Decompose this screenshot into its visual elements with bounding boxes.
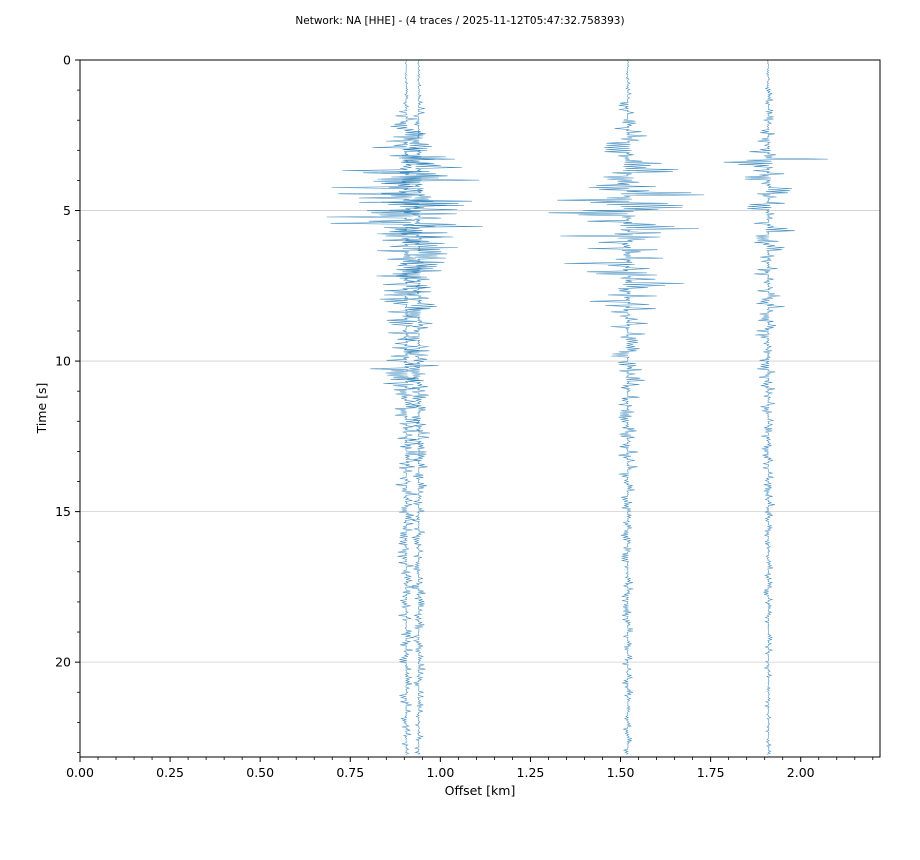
y-axis: 0 5 10 15 20: [55, 53, 80, 753]
seismic-trace-2: [371, 59, 463, 755]
seismic-trace-3: [548, 59, 705, 755]
x-tick-label: 1.50: [607, 765, 635, 780]
x-tick-label: 1.75: [697, 765, 725, 780]
chart-title: Network: NA [HHE] - (4 traces / 2025-11-…: [295, 15, 624, 27]
x-axis-label: Offset [km]: [445, 783, 516, 798]
x-axis: 0.00 0.25 0.50 0.75 1.00 1.25 1.50 1.75 2.00: [66, 757, 874, 780]
y-tick-label: 15: [55, 504, 71, 519]
trace-layer: [326, 59, 828, 755]
plot-area-frame: [79, 59, 881, 758]
y-tick-label: 0: [63, 53, 71, 68]
x-tick-label: 0.25: [156, 765, 184, 780]
x-tick-label: 0.50: [246, 765, 274, 780]
x-tick-label: 1.00: [426, 765, 454, 780]
y-axis-label: Time [s]: [34, 383, 49, 435]
y-tick-label: 5: [63, 203, 71, 218]
x-tick-label: 1.25: [517, 765, 545, 780]
y-gridlines: [80, 210, 880, 663]
y-tick-label: 10: [55, 354, 71, 369]
seismic-trace-4: [723, 59, 828, 755]
x-tick-label: 2.00: [787, 765, 815, 780]
x-tick-label: 0.00: [66, 765, 94, 780]
x-tick-label: 0.75: [336, 765, 364, 780]
y-tick-label: 20: [55, 655, 71, 670]
